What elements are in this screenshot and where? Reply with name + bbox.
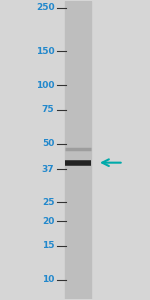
Text: 250: 250 — [36, 3, 54, 12]
Bar — [65, 2, 91, 298]
Text: 25: 25 — [42, 198, 54, 207]
Text: 100: 100 — [36, 81, 54, 90]
Text: 150: 150 — [36, 46, 54, 56]
Text: 20: 20 — [42, 217, 54, 226]
Text: 10: 10 — [42, 275, 54, 284]
Text: 15: 15 — [42, 241, 54, 250]
Text: 75: 75 — [42, 105, 54, 114]
Text: 50: 50 — [42, 139, 54, 148]
Text: 37: 37 — [42, 165, 54, 174]
